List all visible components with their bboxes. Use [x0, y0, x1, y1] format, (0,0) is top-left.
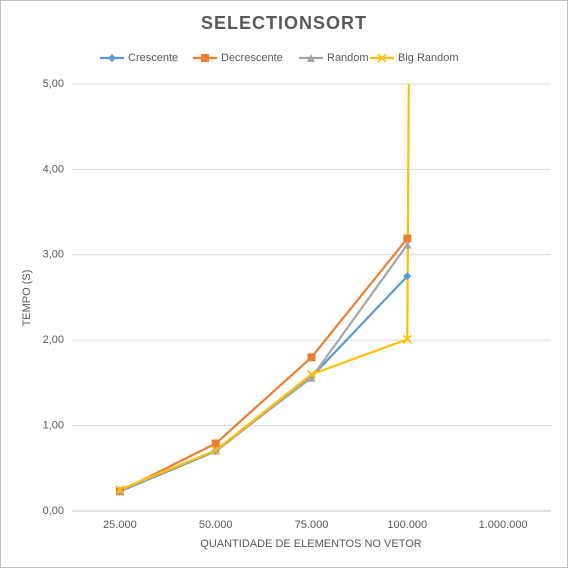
marker — [306, 369, 317, 379]
legend-label: Decrescente — [221, 52, 283, 64]
legend-label: Big Random — [398, 52, 459, 64]
x-axis-label: QUANTIDADE DE ELEMENTOS NO VETOR — [200, 538, 422, 550]
chart-title: SELECTIONSORT — [201, 13, 367, 33]
y-tick-label: 4,00 — [43, 163, 64, 175]
legend-label: Crescente — [128, 52, 178, 64]
marker — [211, 445, 221, 455]
x-tick-label: 1.000.000 — [479, 519, 528, 531]
marker — [403, 272, 412, 281]
y-axis-label: TEMPO (S) — [21, 270, 33, 327]
y-tick-label: 1,00 — [43, 420, 64, 432]
marker — [402, 334, 412, 344]
y-tick-label: 0,00 — [43, 505, 64, 517]
y-tick-label: 3,00 — [43, 249, 64, 261]
legend-marker — [201, 54, 209, 62]
y-tick-label: 2,00 — [43, 334, 64, 346]
legend-label: Random — [327, 52, 369, 64]
y-tick-label: 5,00 — [43, 78, 64, 90]
marker — [211, 439, 220, 448]
legend-marker — [377, 53, 387, 63]
marker — [403, 240, 412, 249]
marker — [115, 485, 125, 495]
plot-area — [115, 84, 412, 496]
legend-marker — [108, 54, 116, 62]
marker — [307, 353, 316, 362]
series-line — [119, 237, 409, 493]
x-tick-label: 25.000 — [103, 519, 137, 531]
marker — [403, 234, 412, 243]
legend-marker — [307, 54, 315, 62]
x-tick-label: 50.000 — [199, 519, 233, 531]
x-tick-label: 100.000 — [387, 519, 427, 531]
x-tick-label: 75.000 — [295, 519, 329, 531]
marker — [307, 373, 316, 382]
